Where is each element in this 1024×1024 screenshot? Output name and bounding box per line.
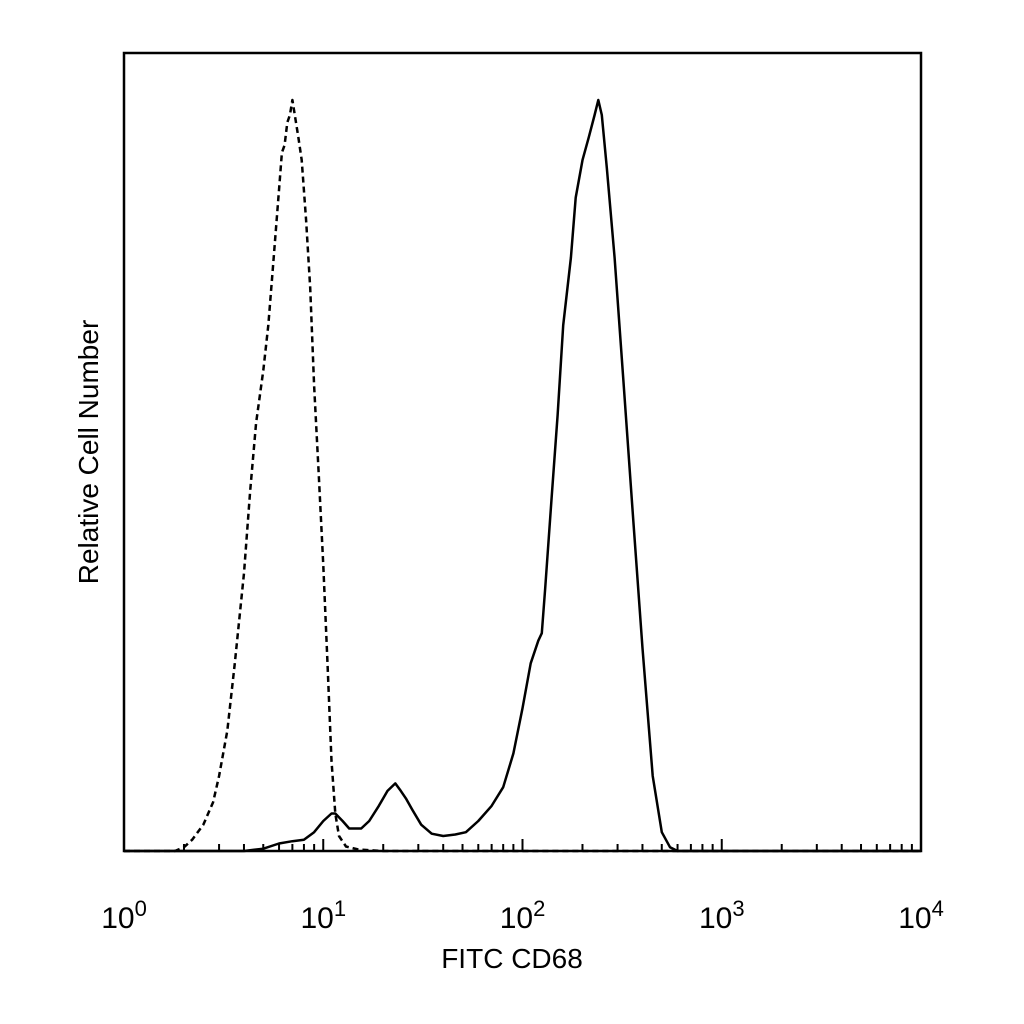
series-group [124,98,921,853]
x-axis-title: FITC CD68 [441,943,583,974]
x-axis-ticks [123,839,913,851]
x-tick-label: 101 [300,896,346,935]
x-tick-label: 103 [699,896,745,935]
x-tick-labels: 100 101 102 103 104 [101,896,944,935]
y-axis-title: Relative Cell Number [73,320,104,585]
x-tick-label: 102 [500,896,546,935]
x-tick-label: 104 [898,896,944,935]
plot-area-frame [122,51,923,853]
series-line-dashed [124,98,921,853]
x-tick-label: 100 [101,896,147,935]
series-line-solid [124,98,921,853]
